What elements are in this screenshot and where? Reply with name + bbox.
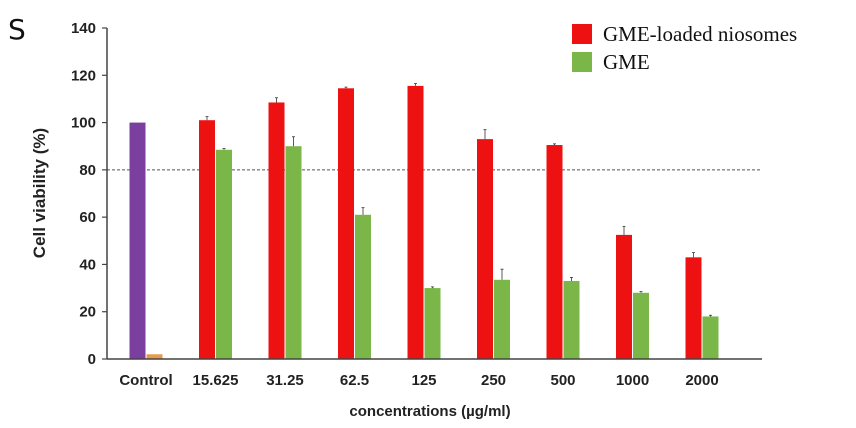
panel-label: S xyxy=(8,13,26,46)
x-tick-label: 2000 xyxy=(685,372,718,389)
bar-gme xyxy=(424,288,441,359)
y-tick-label: 20 xyxy=(79,304,96,321)
x-tick-label: 31.25 xyxy=(266,372,304,389)
y-tick-label: 60 xyxy=(79,209,96,226)
bar-niosomes xyxy=(129,122,146,359)
x-tick-label: 62.5 xyxy=(340,372,369,389)
bar-niosomes xyxy=(616,234,632,359)
y-axis-label: Cell viability (%) xyxy=(30,128,49,258)
x-tick-label: 125 xyxy=(411,372,436,389)
bar-gme xyxy=(633,292,649,359)
bar-gme xyxy=(216,149,232,359)
x-tick-label: 15.625 xyxy=(193,372,239,389)
bar-gme xyxy=(355,214,371,359)
y-tick-label: 80 xyxy=(79,162,96,179)
plot-area: 0 20 40 60 80 100 120 140 Control 15.625 31.25 62.5… xyxy=(71,20,762,389)
bar-niosomes xyxy=(407,85,424,360)
x-tick-label: Control xyxy=(119,372,172,389)
legend: GME-loaded niosomes GME xyxy=(572,22,797,74)
bar-niosomes xyxy=(477,139,493,359)
x-tick-label: 250 xyxy=(481,372,506,389)
bar-gme xyxy=(702,316,719,359)
legend-label-niosomes: GME-loaded niosomes xyxy=(603,22,797,46)
x-tick-label: 1000 xyxy=(616,372,649,389)
bar-gme xyxy=(285,146,302,359)
bar-niosomes xyxy=(268,102,285,359)
x-tick-label: 500 xyxy=(550,372,575,389)
bar-gme xyxy=(563,280,580,359)
bar-niosomes xyxy=(546,145,563,359)
y-tick-label: 120 xyxy=(71,67,96,84)
legend-swatch-niosomes xyxy=(572,24,592,44)
legend-swatch-gme xyxy=(572,52,592,72)
bar-niosomes xyxy=(685,257,702,359)
y-tick-label: 0 xyxy=(88,351,96,368)
bar-niosomes xyxy=(199,120,215,359)
bar-niosomes xyxy=(338,88,354,360)
y-tick-label: 100 xyxy=(71,115,96,132)
y-tick-label: 140 xyxy=(71,20,96,37)
bar-gme xyxy=(146,354,163,359)
y-tick-label: 40 xyxy=(79,256,96,273)
x-axis-label: concentrations (µg/ml) xyxy=(349,403,510,420)
legend-label-gme: GME xyxy=(603,50,650,74)
bar-gme xyxy=(494,279,510,359)
